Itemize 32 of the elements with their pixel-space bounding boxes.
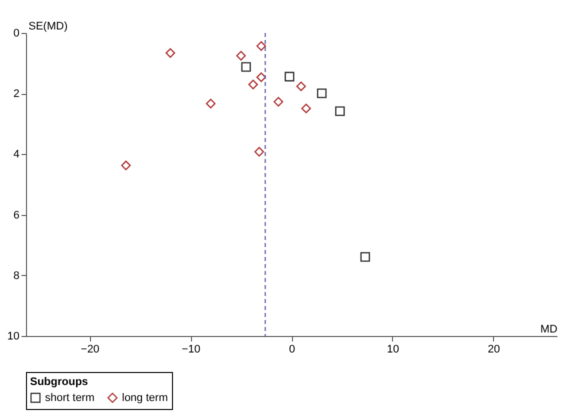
point bbox=[360, 252, 370, 262]
x-tick-label: −10 bbox=[182, 344, 200, 356]
point bbox=[166, 48, 176, 58]
point bbox=[121, 160, 131, 170]
y-tick-label: 2 bbox=[13, 88, 20, 100]
legend-label: long term bbox=[122, 392, 168, 404]
y-tick-label: 6 bbox=[13, 209, 20, 222]
x-tick-label: 0 bbox=[288, 344, 296, 356]
y-tick-label: 10 bbox=[7, 330, 20, 342]
x-axis-title: MD bbox=[540, 324, 558, 336]
point bbox=[335, 106, 345, 116]
point bbox=[284, 72, 294, 82]
y-tick-label: 0 bbox=[13, 28, 20, 40]
legend-title: Subgroups bbox=[30, 376, 88, 388]
point bbox=[256, 72, 266, 82]
point bbox=[248, 80, 258, 90]
legend-label: short term bbox=[45, 392, 95, 404]
y-tick-label: 8 bbox=[13, 270, 20, 282]
point bbox=[236, 50, 246, 61]
point bbox=[274, 96, 284, 107]
y-axis-title: SE(MD) bbox=[28, 20, 68, 32]
point bbox=[301, 104, 311, 114]
point bbox=[296, 81, 306, 92]
x-tick-label: −20 bbox=[80, 344, 100, 356]
x-tick-label: 20 bbox=[488, 344, 500, 356]
point bbox=[241, 62, 251, 72]
point bbox=[256, 41, 266, 51]
x-tick-label: 10 bbox=[386, 344, 400, 356]
point bbox=[254, 146, 264, 157]
y-tick-label: 4 bbox=[13, 148, 20, 161]
point bbox=[316, 88, 327, 98]
point bbox=[206, 98, 216, 108]
